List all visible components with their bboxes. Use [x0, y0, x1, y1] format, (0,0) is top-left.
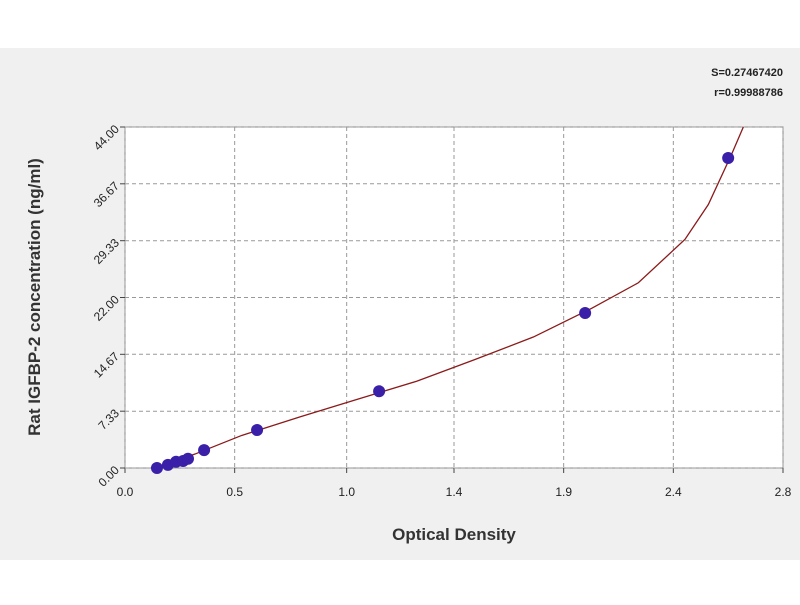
- data-point: [198, 444, 211, 457]
- x-tick-label: 1.0: [338, 485, 355, 499]
- data-point: [373, 385, 386, 398]
- data-point: [722, 152, 735, 164]
- annotation: S=0.27467420: [711, 67, 783, 79]
- fit-curve: [155, 126, 744, 469]
- data-point: [182, 452, 194, 465]
- x-axis-title: Optical Density: [392, 525, 516, 544]
- x-tick-label: 0.0: [117, 485, 134, 499]
- y-axis-title: Rat IGFBP-2 concentration (ng/ml): [25, 158, 44, 436]
- x-tick-label: 0.5: [226, 485, 243, 499]
- x-tick-label: 2.8: [775, 485, 792, 499]
- data-point: [150, 462, 163, 474]
- data-point: [579, 307, 592, 319]
- x-tick-label: 1.9: [555, 485, 572, 499]
- data-point: [251, 424, 264, 437]
- x-tick-label: 2.4: [665, 485, 682, 499]
- x-tick-label: 1.4: [446, 485, 463, 499]
- annotation: r=0.99988786: [714, 87, 783, 99]
